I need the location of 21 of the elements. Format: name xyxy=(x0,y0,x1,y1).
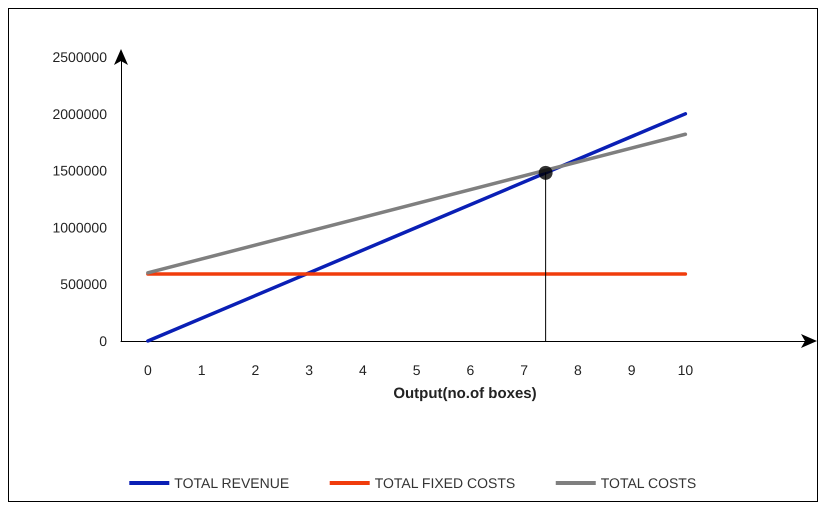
legend-label: TOTAL FIXED COSTS xyxy=(374,475,516,491)
x-tick-label: 6 xyxy=(466,362,474,378)
legend-label: TOTAL REVENUE xyxy=(174,475,290,491)
x-tick-label: 10 xyxy=(678,362,694,378)
x-tick-label: 4 xyxy=(358,362,367,378)
x-tick-label: 2 xyxy=(251,362,260,378)
y-tick-label: 0 xyxy=(99,333,108,349)
x-tick-label: 5 xyxy=(412,362,421,378)
legend-label: TOTAL COSTS xyxy=(600,475,696,491)
x-tick-label: 7 xyxy=(520,362,528,378)
y-tick-label: 2000000 xyxy=(52,106,108,122)
y-tick-label: 2500000 xyxy=(52,49,108,65)
x-tick-label: 8 xyxy=(574,362,582,378)
x-tick-label: 0 xyxy=(144,362,152,378)
y-tick-label: 1500000 xyxy=(52,162,108,179)
x-tick-label: 9 xyxy=(628,362,636,378)
x-tick-label: 3 xyxy=(305,362,314,378)
y-tick-label: 1000000 xyxy=(52,219,108,236)
x-axis-title: Output(no.of boxes) xyxy=(393,385,537,402)
x-tick-label: 1 xyxy=(198,362,206,378)
y-tick-label: 500000 xyxy=(60,276,108,292)
